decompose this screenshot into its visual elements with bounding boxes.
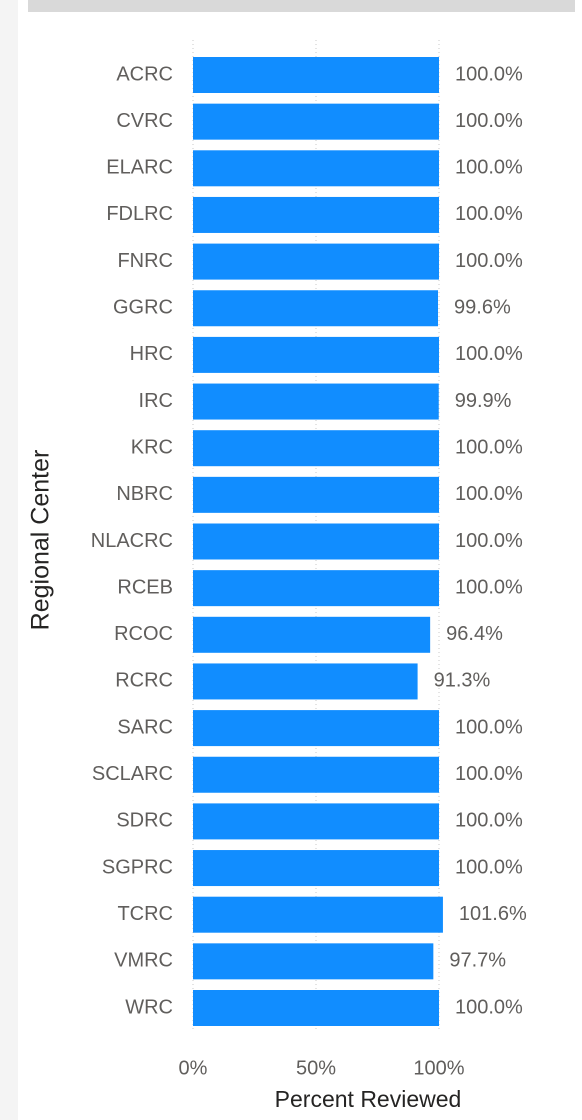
value-label: 100.0% <box>455 483 523 505</box>
bar <box>193 803 439 840</box>
bar <box>193 103 439 140</box>
y-tick-label: NLACRC <box>91 530 173 552</box>
value-label: 100.0% <box>455 716 523 738</box>
value-label: 100.0% <box>455 856 523 878</box>
top-bar <box>28 0 575 12</box>
bar <box>193 896 443 933</box>
y-tick-label: WRC <box>125 996 173 1018</box>
bar <box>193 476 439 513</box>
bar <box>193 943 434 980</box>
value-label: 99.9% <box>455 390 512 412</box>
value-label: 100.0% <box>455 996 523 1018</box>
bar <box>193 150 439 187</box>
value-label: 99.6% <box>454 297 511 319</box>
bar <box>193 850 439 887</box>
y-tick-label: VMRC <box>114 950 173 972</box>
bar <box>193 336 439 373</box>
y-tick-label: FDLRC <box>106 203 173 225</box>
y-tick-label: HRC <box>130 343 173 365</box>
value-label: 100.0% <box>455 763 523 785</box>
value-label: 100.0% <box>455 530 523 552</box>
value-label: 101.6% <box>459 903 527 925</box>
value-label: 100.0% <box>455 203 523 225</box>
bar <box>193 290 439 327</box>
value-label: 100.0% <box>455 63 523 85</box>
y-tick-label: RCRC <box>115 670 173 692</box>
y-tick-label: IRC <box>139 390 173 412</box>
value-label: 100.0% <box>455 576 523 598</box>
y-tick-label: RCEB <box>117 576 173 598</box>
value-label: 100.0% <box>455 250 523 272</box>
y-tick-label: KRC <box>131 436 173 458</box>
bar <box>193 196 439 233</box>
y-tick-label: NBRC <box>116 483 173 505</box>
y-tick-label: GGRC <box>113 297 173 319</box>
y-tick-label: RCOC <box>114 623 173 645</box>
bar <box>193 243 439 280</box>
bar <box>193 756 439 793</box>
value-label: 100.0% <box>455 436 523 458</box>
bar <box>193 383 439 420</box>
bar <box>193 616 431 653</box>
value-label: 100.0% <box>455 343 523 365</box>
y-tick-label: SARC <box>117 716 173 738</box>
value-label: 97.7% <box>449 950 506 972</box>
y-tick-label: TCRC <box>117 903 173 925</box>
y-tick-label: FNRC <box>117 250 173 272</box>
y-tick-label: SGPRC <box>102 856 173 878</box>
x-axis-title: Percent Reviewed <box>275 1086 462 1112</box>
y-tick-label: SDRC <box>116 810 173 832</box>
x-tick-label: 50% <box>296 1057 336 1079</box>
side-strip <box>0 0 18 1120</box>
bar <box>193 430 439 467</box>
x-tick-label: 0% <box>179 1057 208 1079</box>
value-label: 100.0% <box>455 157 523 179</box>
value-label: 100.0% <box>455 110 523 132</box>
value-label: 91.3% <box>434 670 491 692</box>
value-label: 96.4% <box>446 623 503 645</box>
y-axis-title: Regional Center <box>27 450 55 631</box>
bar <box>193 57 439 93</box>
bar <box>193 663 418 700</box>
bar <box>193 523 439 560</box>
x-tick-label: 100% <box>413 1057 464 1079</box>
value-label: 100.0% <box>455 810 523 832</box>
bar <box>193 570 439 607</box>
y-tick-label: CVRC <box>116 110 173 132</box>
y-tick-label: SCLARC <box>92 763 173 785</box>
bar <box>193 990 439 1026</box>
y-tick-label: ELARC <box>106 157 173 179</box>
y-tick-label: ACRC <box>116 63 173 85</box>
bar <box>193 710 439 747</box>
